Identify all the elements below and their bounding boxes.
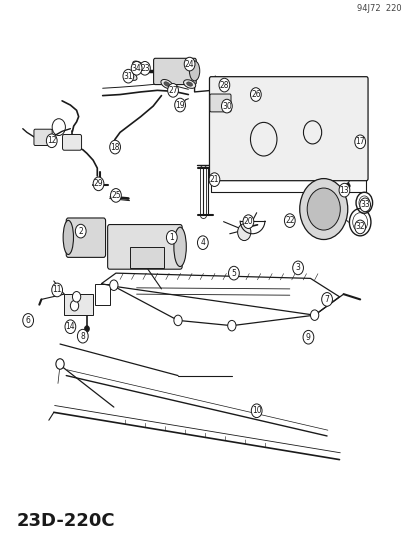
Circle shape [218,78,229,92]
FancyBboxPatch shape [153,58,196,85]
Ellipse shape [183,80,195,88]
Ellipse shape [189,61,199,81]
Circle shape [131,61,142,75]
Text: 23: 23 [140,64,150,73]
Circle shape [209,173,219,187]
Circle shape [56,359,64,369]
Circle shape [77,329,88,343]
Ellipse shape [125,71,137,80]
Text: 6: 6 [26,316,31,325]
Circle shape [251,404,261,417]
Ellipse shape [186,82,192,86]
Ellipse shape [161,79,172,88]
Ellipse shape [133,61,143,69]
Circle shape [354,220,365,234]
Text: 8: 8 [80,332,85,341]
Circle shape [139,61,150,75]
Circle shape [110,189,121,202]
FancyBboxPatch shape [209,77,367,181]
FancyBboxPatch shape [66,218,105,257]
FancyBboxPatch shape [209,94,230,112]
Text: 24: 24 [184,60,194,69]
Bar [64,294,93,315]
Ellipse shape [63,220,74,254]
Text: 19: 19 [175,101,185,110]
FancyBboxPatch shape [130,247,163,268]
Circle shape [359,198,370,212]
Text: 5: 5 [231,269,236,278]
Text: 17: 17 [354,138,364,147]
Text: 7: 7 [324,295,329,304]
Circle shape [65,320,76,334]
Text: 34: 34 [131,64,141,73]
Circle shape [227,320,235,331]
Circle shape [221,99,232,113]
Text: 94J72  220: 94J72 220 [356,4,401,13]
Circle shape [306,188,339,230]
Text: 1: 1 [169,233,174,242]
Circle shape [228,266,239,280]
Circle shape [23,313,33,327]
Ellipse shape [186,62,194,68]
Circle shape [250,88,261,101]
Circle shape [75,224,86,238]
Circle shape [84,326,89,332]
Text: 14: 14 [65,322,75,331]
Circle shape [302,330,313,344]
Circle shape [52,283,62,297]
Text: 18: 18 [110,142,119,151]
Bar [95,284,109,305]
Text: 28: 28 [219,80,228,90]
Circle shape [72,292,81,302]
Text: 32: 32 [354,222,364,231]
Circle shape [70,301,78,311]
Ellipse shape [128,74,134,78]
Text: 23D-220C: 23D-220C [17,512,115,530]
Text: 13: 13 [339,185,349,195]
Text: 11: 11 [52,286,62,294]
Circle shape [197,236,208,249]
Text: 2: 2 [78,227,83,236]
Text: 10: 10 [251,406,261,415]
Circle shape [284,214,294,228]
Text: 29: 29 [93,179,103,188]
Text: 27: 27 [168,86,178,95]
Circle shape [123,69,133,83]
FancyBboxPatch shape [62,134,81,150]
Circle shape [109,140,120,154]
Text: 26: 26 [250,90,260,99]
Ellipse shape [173,227,186,266]
Circle shape [184,57,195,71]
Text: 25: 25 [111,191,121,200]
Text: 9: 9 [305,333,310,342]
FancyBboxPatch shape [34,129,52,146]
Circle shape [321,293,332,306]
Circle shape [344,183,349,189]
Circle shape [174,98,185,112]
Circle shape [338,183,349,197]
Ellipse shape [164,82,169,86]
Text: 30: 30 [221,102,231,111]
Circle shape [173,315,182,326]
Circle shape [93,177,104,191]
Circle shape [46,134,57,148]
Text: 3: 3 [295,263,300,272]
Circle shape [166,231,177,244]
Circle shape [237,224,250,240]
Circle shape [292,261,303,274]
Circle shape [354,135,365,149]
Text: 33: 33 [359,200,369,209]
Circle shape [109,280,118,290]
Text: 12: 12 [47,136,56,146]
Text: 21: 21 [209,175,218,184]
Circle shape [299,179,347,239]
Text: 22: 22 [285,216,294,225]
Circle shape [167,84,178,97]
FancyBboxPatch shape [107,224,182,269]
Text: 20: 20 [243,217,253,226]
Text: 31: 31 [123,71,133,80]
Circle shape [242,215,253,229]
Circle shape [310,310,318,320]
Text: 4: 4 [200,238,205,247]
